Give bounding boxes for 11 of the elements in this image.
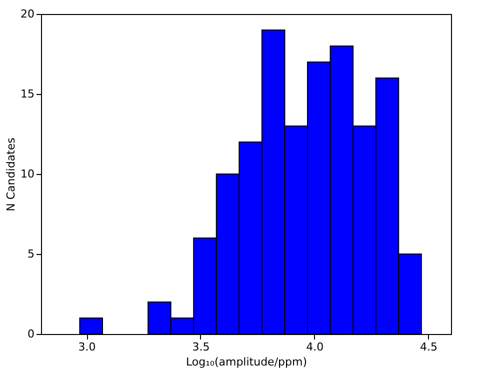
x-tick-label: 3.5 — [192, 340, 210, 354]
y-tick-label: 15 — [20, 88, 34, 100]
x-tick-label: 3.0 — [78, 340, 96, 354]
y-tick-label: 20 — [20, 8, 34, 20]
y-tick-label: 5 — [28, 248, 34, 260]
y-tick-label: 10 — [20, 168, 34, 180]
x-tick-label: 4.5 — [420, 340, 438, 354]
x-axis-title: Log₁₀(amplitude/ppm) — [186, 356, 308, 368]
y-tick-label: 0 — [28, 328, 34, 340]
x-tick-label: 4.0 — [306, 340, 324, 354]
y-axis-title: N Candidates — [4, 137, 18, 212]
